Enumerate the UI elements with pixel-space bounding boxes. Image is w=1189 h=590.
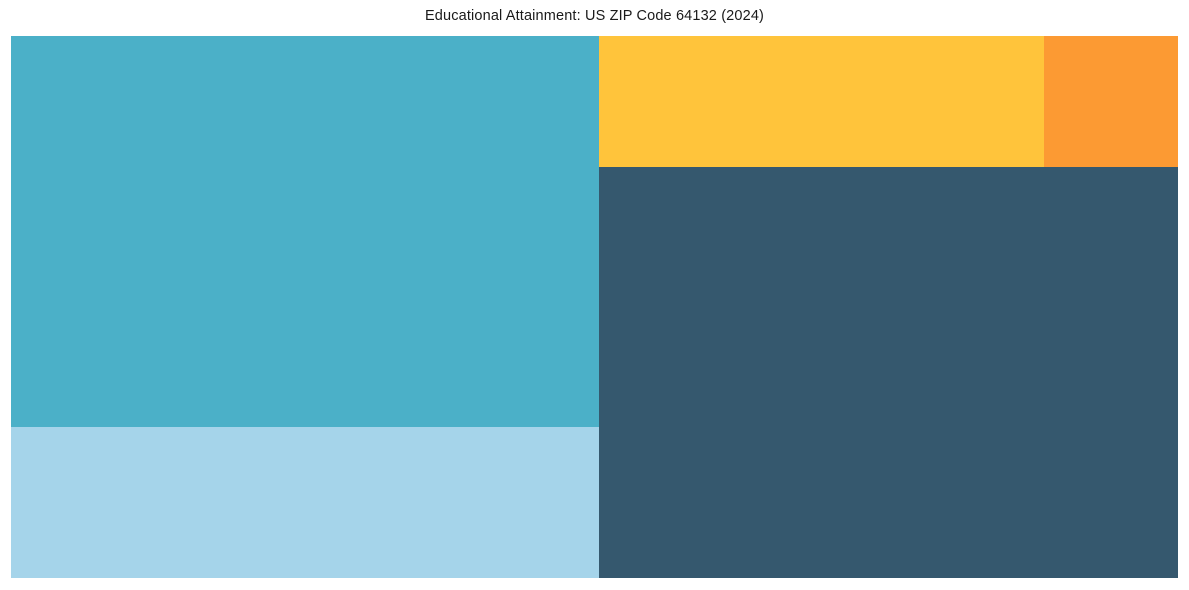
treemap-plot-area: High school graduate or equivalent Bache… — [11, 36, 1178, 578]
treemap-tile-high-school-graduate[interactable]: High school graduate or equivalent — [11, 36, 600, 427]
treemap-tile-graduate-degree[interactable]: Graduate or professional degree — [1044, 36, 1178, 167]
treemap-tile-some-college-associate[interactable]: Some college or associate degree — [599, 167, 1178, 578]
treemap-tile-less-than-high-school[interactable]: Less than high school diploma — [599, 36, 1045, 167]
treemap-tile-bachelors-degree[interactable]: Bachelor's degree — [11, 426, 600, 578]
chart-title: Educational Attainment: US ZIP Code 6413… — [424, 8, 765, 24]
